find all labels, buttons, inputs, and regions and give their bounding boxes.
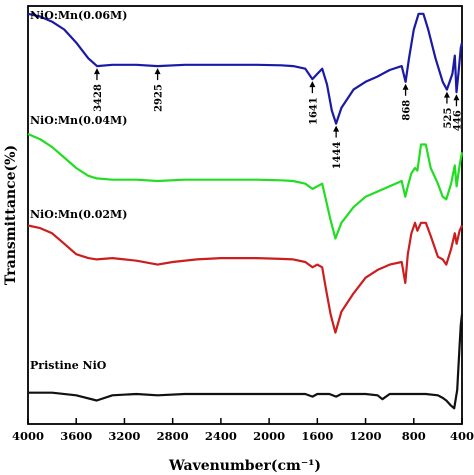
x-tick-label: 800 xyxy=(402,429,426,443)
x-tick-label: 1600 xyxy=(301,429,333,443)
series-group xyxy=(27,12,464,410)
annotation-arrowhead xyxy=(402,83,409,90)
plot-frame xyxy=(27,5,463,425)
x-tick-label: 3600 xyxy=(60,429,92,443)
annotation-arrowhead xyxy=(333,125,340,132)
annotation-label: 3428 xyxy=(93,84,104,112)
x-axis-ticks: 4000 3600 3200 2800 2400 2000 1600 1200 800 400 xyxy=(12,418,474,443)
x-tick-label: 2000 xyxy=(253,429,285,443)
y-axis-title: Transmittance(%) xyxy=(3,145,19,285)
x-axis-title: Wavenumber(cm⁻¹) xyxy=(168,458,321,474)
series-line-2 xyxy=(27,221,463,334)
annotation-arrowhead xyxy=(93,68,100,75)
annotation-arrowhead xyxy=(443,91,450,98)
x-tick-label: 400 xyxy=(450,429,474,443)
annotation-arrowhead xyxy=(154,68,161,75)
annotation-label: 2925 xyxy=(154,84,165,112)
x-tick-label: 1200 xyxy=(350,429,382,443)
annotation-label: 446 xyxy=(452,110,463,131)
series-label-0: NiO:Mn(0.06M) xyxy=(30,9,127,22)
annotation-arrowhead xyxy=(309,81,316,88)
x-tick-label: 3200 xyxy=(108,429,140,443)
annotation-label: 1641 xyxy=(308,97,319,125)
series-line-0 xyxy=(27,12,464,125)
series-label-3: Pristine NiO xyxy=(30,359,107,372)
series-labels: NiO:Mn(0.06M) NiO:Mn(0.04M) NiO:Mn(0.02M… xyxy=(30,9,127,372)
series-label-1: NiO:Mn(0.04M) xyxy=(30,114,127,127)
series-line-3 xyxy=(28,314,464,410)
x-tick-label: 2800 xyxy=(157,429,189,443)
annotation-label: 868 xyxy=(402,100,413,121)
series-label-2: NiO:Mn(0.02M) xyxy=(30,208,127,221)
annotation-label: 525 xyxy=(443,108,454,129)
x-tick-label: 2400 xyxy=(205,429,237,443)
annotation-arrowhead xyxy=(453,94,460,101)
series-line-1 xyxy=(27,132,464,240)
x-tick-label: 4000 xyxy=(12,429,44,443)
annotation-label: 1444 xyxy=(332,142,343,170)
